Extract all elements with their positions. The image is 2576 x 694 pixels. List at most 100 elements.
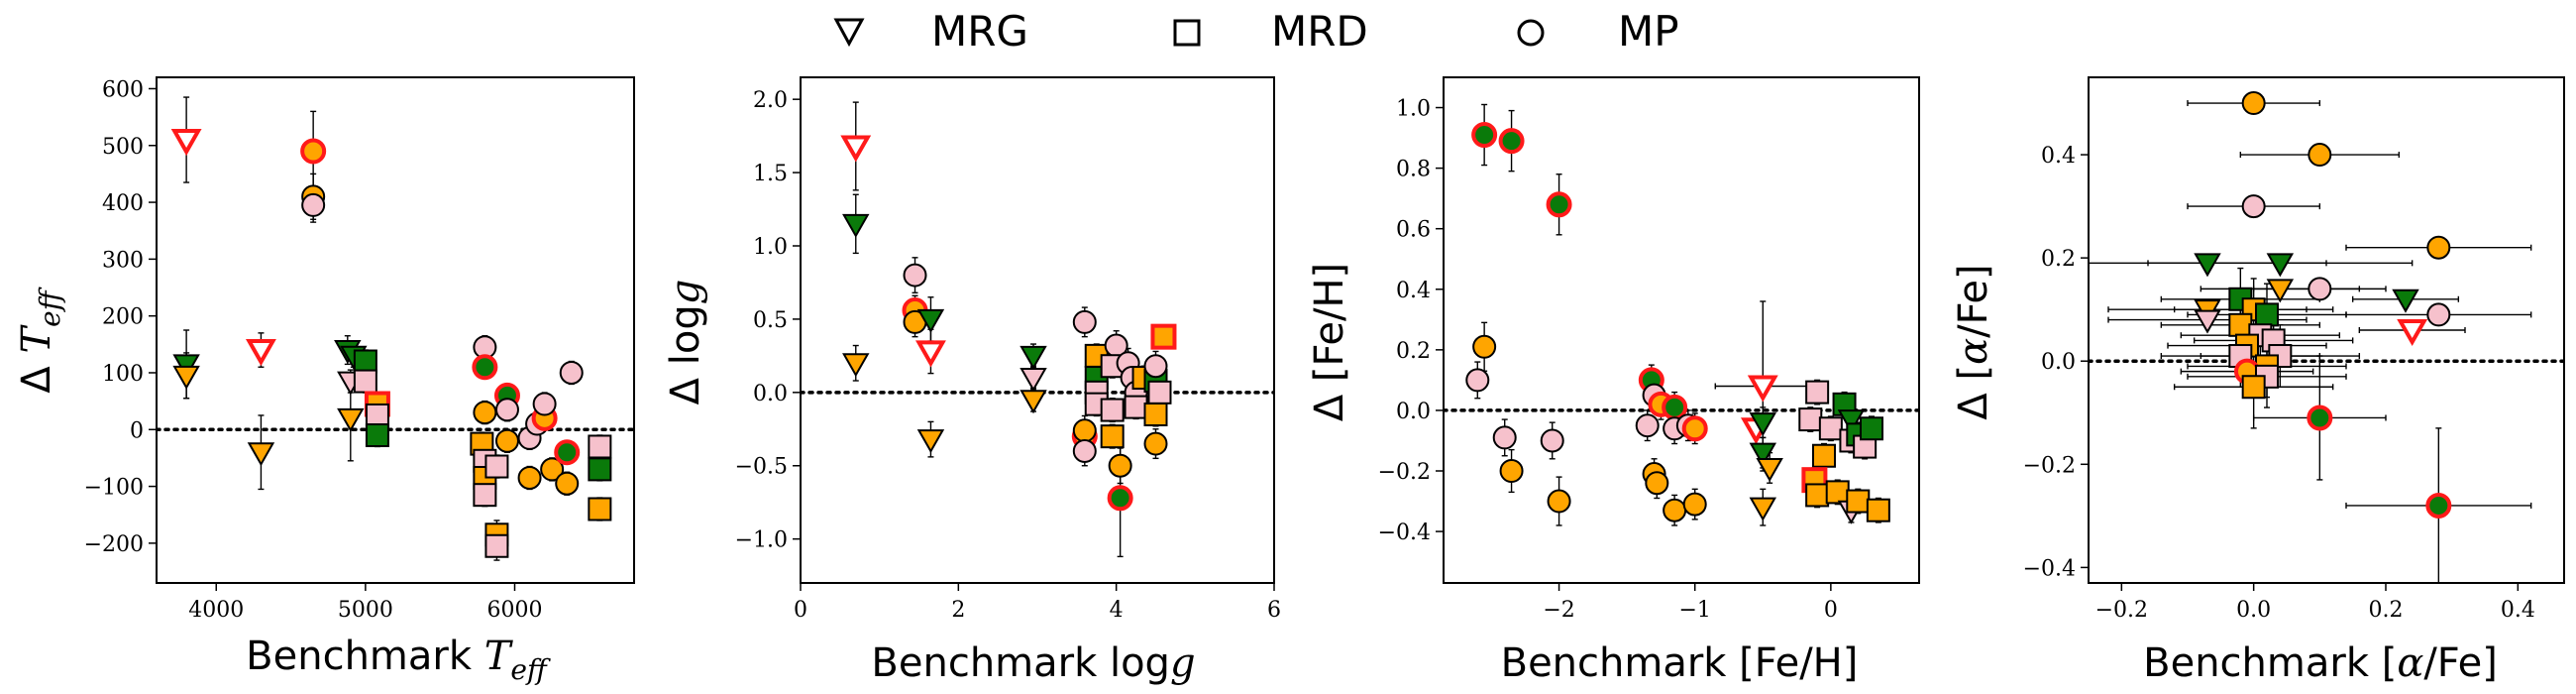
data-point-circle: [2308, 277, 2332, 301]
data-point-circle: [1108, 453, 1132, 478]
data-point-triangle: [1756, 457, 1783, 482]
legend-label-mrd: MRD: [1271, 7, 1368, 56]
data-point-circle: [1072, 309, 1097, 334]
y-tick-label: −1.0: [735, 528, 788, 553]
data-point-circle: [1662, 394, 1688, 420]
panel-logg-plot-area: [801, 101, 1274, 558]
data-point-circle: [1472, 334, 1497, 359]
data-point-square: [365, 423, 389, 448]
panel-logg-frame: [800, 76, 1275, 584]
legend-marker-mrd: [1173, 19, 1201, 47]
panel-teff-plot-area: [157, 96, 634, 561]
data-point-circle: [1072, 418, 1097, 443]
data-point-triangle: [170, 129, 202, 157]
data-point-circle: [2425, 492, 2452, 519]
panel-alpha: −0.2 0.0 0.2 0.4 −0.4 −0.2 0.0 0.2 0.4 Benchmark…: [1951, 76, 2565, 686]
data-point-circle: [1492, 425, 1517, 450]
data-point-circle: [1499, 459, 1524, 484]
data-point-triangle: [337, 407, 365, 432]
legend-marker-mp: [1517, 19, 1545, 47]
panel-alpha-xlabel: Benchmark [α/Fe]: [2143, 640, 2498, 686]
data-point-square: [1100, 398, 1125, 422]
data-point-triangle: [245, 339, 276, 367]
data-point-triangle: [2266, 253, 2295, 278]
y-tick-label: 0.8: [1396, 158, 1431, 182]
data-point-triangle: [916, 308, 945, 333]
legend-label-mp: MP: [1618, 7, 1679, 56]
y-tick-label: 1.0: [753, 235, 788, 260]
y-tick-label: −0.4: [2023, 556, 2076, 581]
data-point-square: [484, 533, 509, 558]
x-tick-label: 0.0: [2236, 598, 2271, 623]
y-tick-label: 0.0: [753, 382, 788, 406]
x-tick-label: 0: [1824, 598, 1838, 623]
data-point-circle: [301, 192, 326, 217]
y-tick-label: 0.5: [753, 308, 788, 333]
legend-marker-mrg: [833, 18, 865, 48]
data-point-triangle: [172, 365, 200, 390]
data-point-square: [1147, 380, 1172, 405]
y-tick-label: 0.0: [1396, 400, 1431, 424]
y-tick-label: −0.2: [1378, 460, 1431, 485]
x-tick-label: −2: [1543, 598, 1574, 623]
y-tick-label: 1.0: [1396, 97, 1431, 122]
data-point-triangle: [2266, 279, 2295, 303]
data-point-triangle: [915, 340, 946, 368]
data-point-circle: [1143, 354, 1168, 379]
data-point-square: [588, 457, 612, 482]
x-tick-label: 2: [951, 598, 965, 623]
data-point-triangle: [1020, 345, 1047, 370]
data-point-circle: [1681, 415, 1708, 442]
panel-teff: 4000 5000 6000−200−1000100200300400500600 …: [14, 76, 635, 686]
data-point-triangle: [1020, 390, 1047, 414]
panel-feh-plot-area: [1444, 103, 1919, 526]
data-point-circle: [1645, 471, 1669, 496]
data-point-triangle: [840, 135, 872, 163]
y-tick-label: 0: [130, 418, 144, 443]
data-point-square: [484, 454, 509, 479]
data-point-circle: [2241, 91, 2266, 116]
panel-feh-xlabel: Benchmark [Fe/H]: [1501, 640, 1859, 686]
x-tick-label: 0: [794, 598, 807, 623]
panel-teff-frame: [156, 76, 635, 584]
y-tick-label: 0.0: [2041, 350, 2076, 375]
data-point-square: [588, 434, 612, 459]
data-point-circle: [559, 360, 584, 385]
data-point-triangle: [842, 353, 870, 378]
data-point-circle: [1143, 431, 1168, 456]
data-point-circle: [1471, 122, 1498, 149]
data-point-triangle: [1749, 442, 1777, 467]
y-tick-label: 100: [102, 362, 144, 387]
data-point-square: [2228, 312, 2253, 337]
data-point-triangle: [2194, 309, 2221, 334]
data-point-triangle: [247, 442, 275, 467]
y-tick-label: 200: [102, 305, 144, 330]
data-point-circle: [1547, 489, 1571, 514]
x-tick-label: 6: [1267, 598, 1281, 623]
data-point-square: [365, 403, 389, 427]
y-tick-label: −200: [84, 532, 144, 557]
data-point-circle: [532, 392, 557, 416]
data-point-square: [353, 349, 377, 374]
data-point-square: [1143, 403, 1168, 426]
data-point-circle: [300, 138, 327, 165]
y-tick-label: 300: [102, 248, 144, 273]
data-point-square: [473, 483, 497, 508]
data-point-square: [1124, 395, 1148, 419]
data-point-circle: [555, 471, 580, 496]
panel-logg-xlabel: Benchmark logg: [871, 640, 1195, 686]
panel-feh-ylabel: Δ [Fe/H]: [1307, 263, 1352, 421]
data-point-circle: [1546, 191, 1572, 218]
data-point-square: [588, 497, 612, 521]
y-tick-label: 500: [102, 135, 144, 160]
data-point-square: [1860, 416, 1883, 441]
data-point-triangle: [1749, 412, 1777, 437]
data-point-circle: [2426, 235, 2451, 260]
data-point-triangle: [2194, 253, 2221, 278]
data-point-square: [1846, 489, 1871, 514]
y-tick-label: 0.4: [2041, 144, 2076, 169]
data-point-triangle: [1749, 497, 1777, 521]
data-point-triangle: [2392, 289, 2419, 313]
data-point-circle: [1540, 428, 1564, 453]
data-point-square: [1805, 380, 1830, 405]
